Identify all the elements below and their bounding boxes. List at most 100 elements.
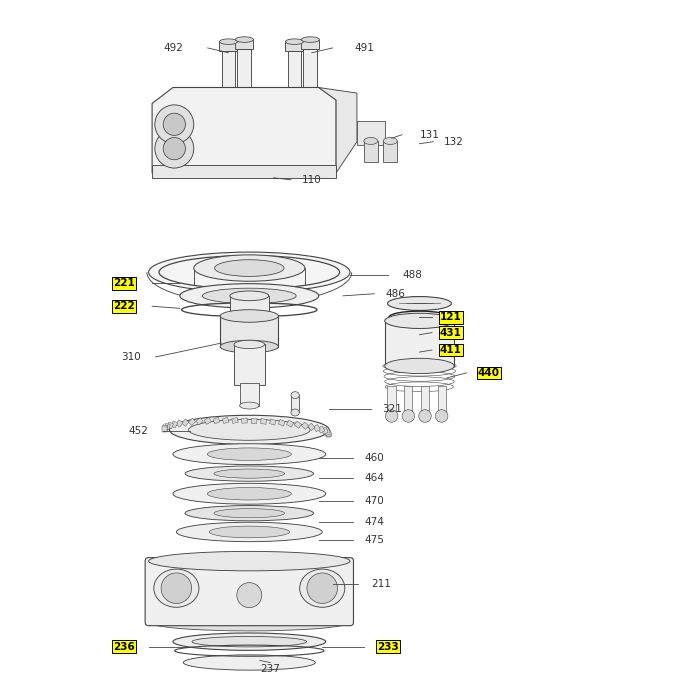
- Text: 474: 474: [365, 517, 384, 526]
- Ellipse shape: [207, 448, 291, 461]
- Ellipse shape: [421, 410, 429, 415]
- Circle shape: [402, 410, 414, 422]
- Ellipse shape: [192, 636, 307, 647]
- Ellipse shape: [300, 569, 345, 608]
- Ellipse shape: [209, 526, 289, 538]
- Bar: [385, 321, 454, 366]
- Circle shape: [419, 410, 431, 422]
- Ellipse shape: [148, 613, 350, 631]
- Bar: [321, 427, 328, 434]
- Ellipse shape: [235, 37, 253, 43]
- Circle shape: [435, 410, 448, 422]
- Bar: [196, 418, 203, 425]
- Text: 460: 460: [365, 453, 384, 463]
- Ellipse shape: [183, 655, 315, 670]
- Text: 440: 440: [478, 368, 500, 378]
- Polygon shape: [152, 88, 336, 173]
- Bar: [213, 417, 220, 424]
- Bar: [314, 424, 321, 432]
- Ellipse shape: [364, 137, 378, 144]
- Bar: [260, 419, 267, 424]
- Text: 411: 411: [440, 345, 461, 355]
- Bar: [162, 426, 167, 432]
- Bar: [181, 419, 189, 426]
- Ellipse shape: [173, 633, 326, 650]
- Text: 486: 486: [385, 288, 405, 299]
- Bar: [318, 426, 325, 433]
- Ellipse shape: [207, 487, 291, 500]
- Bar: [301, 422, 309, 429]
- Text: 321: 321: [382, 404, 402, 414]
- Text: 452: 452: [128, 426, 148, 435]
- Bar: [204, 417, 211, 424]
- Text: 464: 464: [365, 473, 384, 484]
- Ellipse shape: [173, 483, 326, 504]
- Bar: [324, 429, 330, 435]
- Text: 222: 222: [113, 301, 135, 312]
- Ellipse shape: [385, 313, 454, 328]
- Ellipse shape: [220, 309, 279, 322]
- Ellipse shape: [388, 410, 395, 415]
- Text: 310: 310: [121, 352, 141, 362]
- Bar: [164, 424, 170, 430]
- Ellipse shape: [180, 284, 318, 308]
- Ellipse shape: [286, 39, 304, 44]
- Bar: [421, 386, 429, 412]
- Ellipse shape: [239, 402, 259, 409]
- Bar: [162, 425, 168, 431]
- Circle shape: [163, 113, 186, 135]
- Ellipse shape: [185, 466, 314, 482]
- Ellipse shape: [185, 505, 314, 521]
- Bar: [232, 418, 238, 424]
- Text: 475: 475: [365, 535, 384, 545]
- Circle shape: [307, 573, 337, 603]
- Bar: [364, 141, 378, 162]
- Circle shape: [161, 573, 192, 603]
- Ellipse shape: [169, 415, 329, 444]
- Bar: [326, 430, 331, 436]
- Bar: [388, 386, 395, 412]
- Bar: [291, 395, 300, 412]
- Ellipse shape: [388, 297, 452, 310]
- Text: 110: 110: [302, 175, 322, 185]
- Bar: [304, 49, 317, 88]
- Ellipse shape: [194, 255, 305, 281]
- Circle shape: [155, 130, 194, 168]
- Text: 132: 132: [444, 136, 464, 147]
- Ellipse shape: [234, 340, 265, 349]
- Ellipse shape: [404, 410, 412, 415]
- Polygon shape: [318, 88, 357, 173]
- Circle shape: [237, 582, 262, 608]
- Bar: [167, 422, 174, 429]
- Text: 237: 237: [260, 664, 280, 674]
- Bar: [288, 51, 302, 90]
- Bar: [152, 165, 336, 178]
- Bar: [241, 418, 247, 424]
- Bar: [438, 386, 446, 412]
- Ellipse shape: [173, 444, 326, 465]
- Circle shape: [163, 137, 186, 160]
- Ellipse shape: [202, 288, 296, 304]
- Bar: [270, 419, 276, 425]
- Text: 131: 131: [420, 130, 440, 140]
- Bar: [234, 344, 265, 385]
- Bar: [278, 419, 285, 426]
- Bar: [286, 42, 304, 51]
- Ellipse shape: [438, 410, 446, 415]
- Ellipse shape: [214, 509, 285, 518]
- Text: 221: 221: [113, 279, 135, 288]
- Text: 121: 121: [440, 312, 461, 323]
- Bar: [188, 418, 196, 426]
- Ellipse shape: [291, 392, 300, 398]
- Bar: [251, 419, 257, 423]
- Text: 431: 431: [440, 328, 461, 337]
- Bar: [221, 51, 235, 90]
- Ellipse shape: [215, 260, 284, 276]
- Bar: [404, 386, 412, 412]
- Text: 211: 211: [371, 579, 391, 589]
- Bar: [326, 432, 331, 438]
- Bar: [384, 141, 397, 162]
- Text: 470: 470: [365, 496, 384, 506]
- Bar: [239, 383, 259, 405]
- Bar: [220, 316, 279, 346]
